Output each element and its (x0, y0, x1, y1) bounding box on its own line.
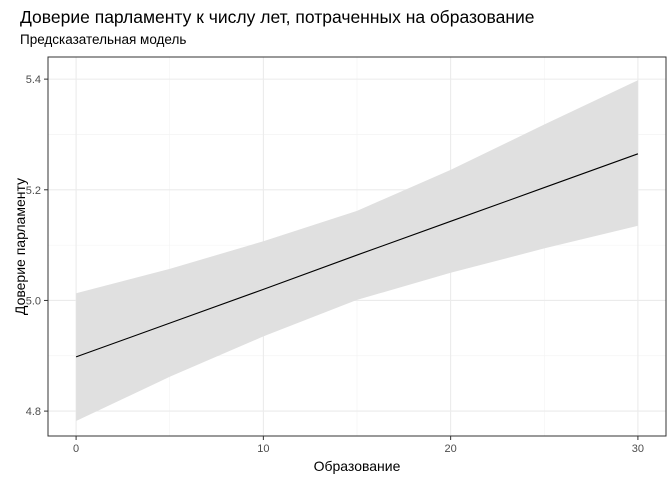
x-axis-title: Образование (314, 458, 401, 474)
x-tick-label: 20 (445, 443, 457, 455)
confidence-band-layer (76, 80, 638, 422)
chart-title: Доверие парламенту к числу лет, потрачен… (20, 7, 535, 27)
plot-border (47, 56, 667, 437)
y-tick-label: 5.0 (26, 295, 41, 307)
fit-line-layer (75, 153, 639, 358)
fit-line (75, 153, 639, 358)
chart-subtitle: Предсказательная модель (20, 32, 187, 47)
y-tick-label: 5.4 (26, 74, 41, 86)
confidence-band (76, 80, 638, 422)
y-tick-label: 5.2 (26, 185, 41, 197)
y-axis-title: Доверие парламенту (12, 178, 28, 315)
x-tick-label: 0 (73, 443, 79, 455)
x-tick-label: 10 (257, 443, 269, 455)
y-tick-label: 4.8 (26, 406, 41, 418)
x-axis: 0 10 20 30 (73, 436, 644, 455)
y-axis: 4.8 5.0 5.2 5.4 (26, 74, 48, 418)
x-tick-label: 30 (632, 443, 644, 455)
